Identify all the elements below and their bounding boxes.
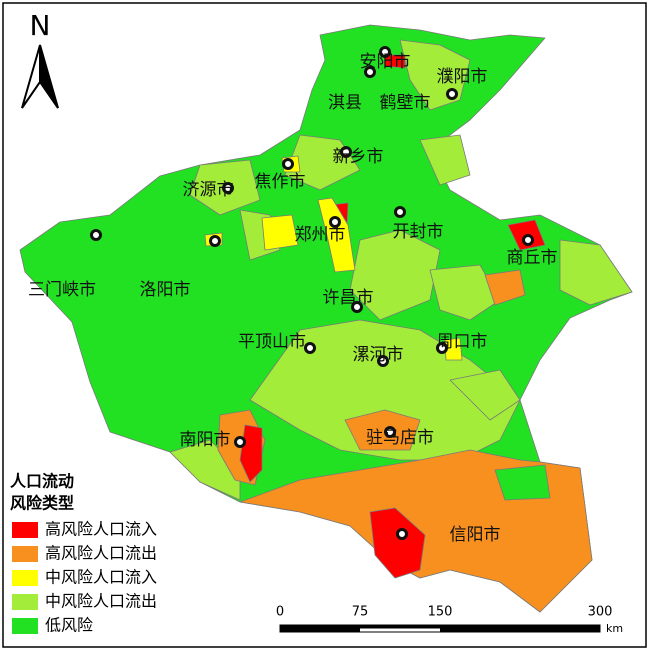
scale-tick-label: 300 xyxy=(588,605,613,620)
city-dot xyxy=(396,528,408,540)
city-dot xyxy=(446,88,458,100)
city-markers xyxy=(90,46,534,540)
city-label: 信阳市 xyxy=(450,525,501,545)
legend-title: 人口流动 xyxy=(10,472,74,491)
district xyxy=(369,507,426,579)
city-dot xyxy=(234,436,246,448)
city-label: 漯河市 xyxy=(353,345,404,365)
legend-swatch xyxy=(12,522,38,538)
north-arrow: N xyxy=(21,9,59,109)
district xyxy=(419,134,471,186)
district xyxy=(349,229,441,321)
district xyxy=(449,369,521,421)
legend-label: 高风险人口流入 xyxy=(45,520,157,539)
legend-swatch xyxy=(12,546,38,562)
legend-label: 中风险人口流出 xyxy=(45,592,157,611)
city-dot xyxy=(222,182,234,194)
city-label: 三门峡市 xyxy=(28,280,96,300)
district xyxy=(484,269,526,306)
scale-unit: km xyxy=(606,622,623,635)
district xyxy=(494,464,551,501)
city-dot xyxy=(90,229,102,241)
district xyxy=(444,337,463,361)
scale-segment xyxy=(440,625,600,632)
scale-bar: 0 75 150 300 km xyxy=(276,605,623,636)
city-label: 平顶山市 xyxy=(238,332,306,352)
city-label: 开封市 xyxy=(393,222,444,242)
city-label: 新乡市 xyxy=(333,147,384,167)
district xyxy=(317,197,356,273)
city-dot xyxy=(209,235,221,247)
city-label: 濮阳市 xyxy=(437,67,488,87)
city-label: 安阳市 xyxy=(360,52,411,72)
city-label: 周口市 xyxy=(437,332,488,352)
legend-swatch xyxy=(12,570,38,586)
scale-tick-label: 150 xyxy=(428,605,453,620)
city-dot xyxy=(379,46,391,58)
city-label: 郑州市 xyxy=(295,225,346,245)
district xyxy=(239,424,263,483)
city-label: 南阳市 xyxy=(180,430,231,450)
city-label: 济源市 xyxy=(183,180,234,200)
legend-title: 风险类型 xyxy=(10,494,74,513)
city-dot xyxy=(340,146,352,158)
city-label: 焦作市 xyxy=(255,172,306,192)
city-dot xyxy=(436,342,448,354)
district xyxy=(384,54,406,69)
legend-swatch xyxy=(12,618,38,634)
city-dot xyxy=(522,234,534,246)
city-dot xyxy=(329,216,341,228)
city-label: 许昌市 xyxy=(323,288,374,308)
arrow-right xyxy=(39,44,59,109)
city-dot xyxy=(364,66,376,78)
scale-segment xyxy=(360,625,440,629)
district xyxy=(344,409,421,451)
district xyxy=(261,214,299,251)
city-label: 洛阳市 xyxy=(140,280,191,300)
city-dot xyxy=(282,158,294,170)
north-label: N xyxy=(30,9,51,42)
city-label: 商丘市 xyxy=(507,248,558,268)
scale-tick-label: 0 xyxy=(276,605,284,620)
city-dot xyxy=(394,206,406,218)
scale-segment xyxy=(280,625,360,632)
city-label: 驻马店市 xyxy=(366,428,434,448)
legend-label: 中风险人口流入 xyxy=(45,568,157,587)
city-label: 淇县 xyxy=(328,93,362,113)
district xyxy=(429,264,501,321)
legend-label: 高风险人口流出 xyxy=(45,544,157,563)
city-dot xyxy=(377,355,389,367)
city-dot xyxy=(304,342,316,354)
city-label: 鹤壁市 xyxy=(380,93,431,113)
legend-label: 低风险 xyxy=(45,616,93,635)
scale-tick-label: 75 xyxy=(352,605,369,620)
district xyxy=(559,239,633,306)
city-dot xyxy=(384,426,396,438)
legend-swatch xyxy=(12,594,38,610)
city-dot xyxy=(351,301,363,313)
